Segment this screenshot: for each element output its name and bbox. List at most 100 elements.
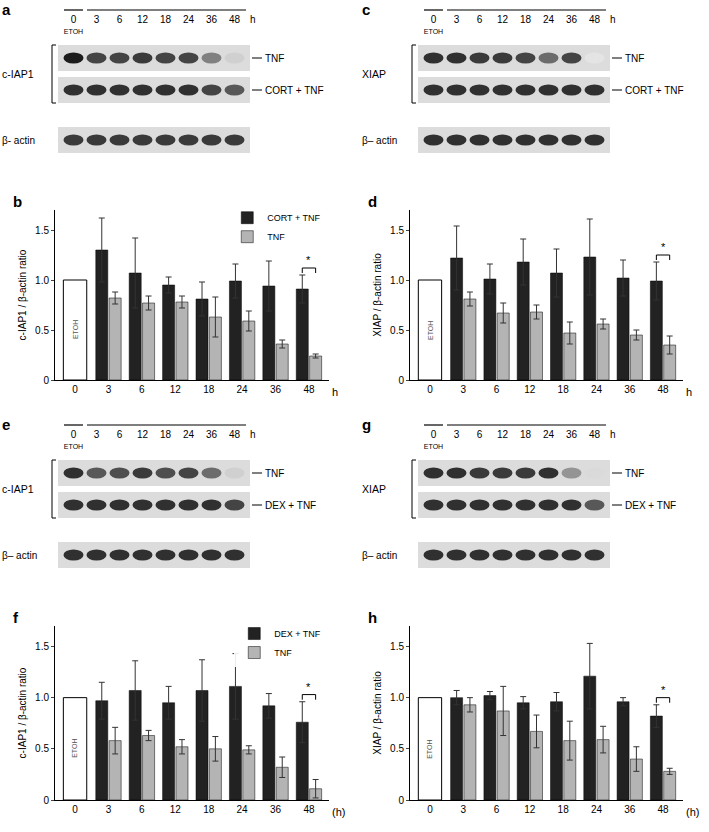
svg-text:12: 12 (497, 14, 509, 25)
svg-text:18: 18 (160, 429, 172, 440)
svg-text:ETOH: ETOH (72, 320, 79, 339)
svg-text:1.5: 1.5 (35, 225, 49, 236)
svg-text:36: 36 (566, 429, 578, 440)
svg-text:24: 24 (543, 429, 555, 440)
svg-text:h: h (686, 386, 692, 398)
svg-text:XIAP / β-actin ratio: XIAP / β-actin ratio (372, 253, 383, 337)
svg-text:ETOH: ETOH (64, 443, 83, 450)
svg-text:48: 48 (229, 14, 241, 25)
svg-text:18: 18 (203, 804, 215, 815)
svg-text:3: 3 (454, 429, 460, 440)
svg-text:f: f (13, 609, 19, 626)
svg-text:18: 18 (203, 384, 215, 395)
svg-text:0: 0 (431, 429, 437, 440)
svg-text:0.5: 0.5 (35, 743, 49, 754)
svg-text:48: 48 (303, 804, 315, 815)
svg-text:DEX + TNF: DEX + TNF (625, 500, 676, 511)
svg-text:XIAP: XIAP (362, 68, 386, 80)
svg-text:6: 6 (117, 429, 123, 440)
svg-text:1.0: 1.0 (35, 692, 49, 703)
svg-text:3: 3 (106, 804, 112, 815)
svg-text:6: 6 (117, 14, 123, 25)
svg-text:6: 6 (494, 384, 500, 395)
svg-text:CORT + TNF: CORT + TNF (267, 213, 320, 223)
svg-text:1.5: 1.5 (35, 641, 49, 652)
svg-text:c-IAP1: c-IAP1 (2, 68, 34, 80)
svg-text:ETOH: ETOH (64, 28, 83, 35)
svg-text:3: 3 (106, 384, 112, 395)
svg-text:24: 24 (183, 14, 195, 25)
svg-text:g: g (362, 416, 371, 433)
svg-text:ETOH: ETOH (424, 28, 443, 35)
svg-text:24: 24 (183, 429, 195, 440)
svg-text:36: 36 (270, 384, 282, 395)
svg-text:36: 36 (624, 384, 636, 395)
svg-text:12: 12 (170, 804, 182, 815)
svg-text:18: 18 (520, 429, 532, 440)
svg-text:48: 48 (589, 14, 601, 25)
svg-text:36: 36 (206, 14, 218, 25)
svg-text:18: 18 (558, 384, 570, 395)
svg-text:12: 12 (524, 384, 536, 395)
svg-text:48: 48 (303, 384, 315, 395)
svg-text:24: 24 (237, 804, 249, 815)
svg-text:d: d (368, 193, 377, 210)
svg-text:48: 48 (657, 384, 669, 395)
svg-text:β- actin: β- actin (2, 135, 35, 146)
svg-text:48: 48 (657, 804, 669, 815)
svg-text:0: 0 (398, 375, 404, 386)
svg-text:1.0: 1.0 (35, 275, 49, 286)
svg-text:18: 18 (160, 14, 172, 25)
svg-text:6: 6 (494, 804, 500, 815)
svg-text:TNF: TNF (267, 232, 285, 242)
svg-text:TNF: TNF (625, 53, 644, 64)
svg-text:6: 6 (477, 14, 483, 25)
svg-text:12: 12 (170, 384, 182, 395)
svg-text:0: 0 (431, 14, 437, 25)
svg-text:0: 0 (71, 14, 77, 25)
svg-text:ETOH: ETOH (426, 739, 433, 758)
svg-text:β– actin: β– actin (362, 550, 397, 561)
svg-text:h: h (250, 429, 256, 440)
svg-text:12: 12 (137, 14, 149, 25)
svg-text:CORT + TNF: CORT + TNF (625, 85, 684, 96)
svg-text:*: * (661, 684, 666, 696)
svg-text:3: 3 (94, 14, 100, 25)
svg-text:0.5: 0.5 (35, 325, 49, 336)
svg-text:e: e (2, 416, 10, 433)
svg-text:0: 0 (72, 804, 78, 815)
svg-text:h: h (332, 386, 338, 398)
svg-text:DEX + TNF: DEX + TNF (274, 629, 321, 639)
svg-text:c-IAP1 / β-actin ratio: c-IAP1 / β-actin ratio (17, 667, 28, 758)
svg-text:CORT + TNF: CORT + TNF (265, 85, 324, 96)
svg-text:24: 24 (591, 804, 603, 815)
svg-text:h: h (610, 429, 616, 440)
svg-text:0: 0 (43, 795, 49, 806)
svg-text:DEX + TNF: DEX + TNF (265, 500, 316, 511)
svg-text:18: 18 (558, 804, 570, 815)
svg-text:TNF: TNF (625, 468, 644, 479)
svg-text:(h): (h) (332, 806, 345, 818)
svg-text:XIAP: XIAP (362, 483, 386, 495)
svg-text:3: 3 (460, 804, 466, 815)
svg-text:48: 48 (589, 429, 601, 440)
svg-text:0: 0 (72, 384, 78, 395)
svg-text:0: 0 (427, 804, 433, 815)
svg-text:36: 36 (206, 429, 218, 440)
svg-text:36: 36 (624, 804, 636, 815)
svg-text:*: * (306, 254, 311, 266)
svg-text:3: 3 (94, 429, 100, 440)
svg-text:0.5: 0.5 (390, 325, 404, 336)
svg-text:TNF: TNF (274, 648, 292, 658)
svg-text:24: 24 (591, 384, 603, 395)
svg-text:6: 6 (139, 384, 145, 395)
svg-text:a: a (2, 1, 11, 18)
svg-text:0: 0 (398, 795, 404, 806)
svg-text:b: b (13, 193, 22, 210)
svg-text:*: * (306, 681, 311, 693)
svg-text:h: h (368, 609, 377, 626)
svg-text:c: c (362, 1, 370, 18)
svg-text:h: h (250, 14, 256, 25)
svg-text:ETOH: ETOH (424, 443, 443, 450)
svg-text:24: 24 (237, 384, 249, 395)
